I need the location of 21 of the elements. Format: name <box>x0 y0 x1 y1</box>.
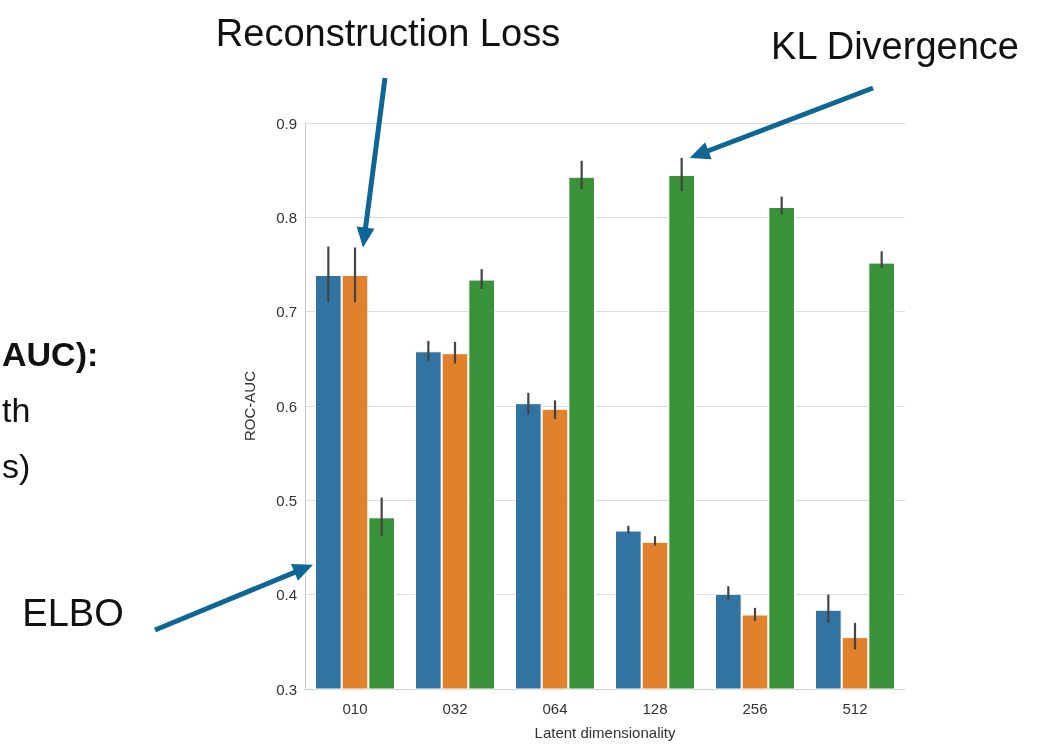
y-tick-label: 0.3 <box>276 680 297 698</box>
x-tick-label: 128 <box>642 700 668 717</box>
text: AUC): <box>2 335 99 374</box>
y-tick-label: 0.8 <box>276 208 297 226</box>
y-tick-label: 0.7 <box>276 303 297 321</box>
text: Reconstruction Loss <box>215 12 561 55</box>
x-tick-label: 032 <box>442 700 468 717</box>
text: s) <box>2 447 31 486</box>
y-tick-label: 0.5 <box>276 491 297 509</box>
text: KL Divergence <box>771 25 1019 68</box>
x-tick-label: 064 <box>542 700 568 717</box>
y-tick-label: 0.4 <box>276 586 297 604</box>
x-tick-label: 512 <box>842 700 868 717</box>
y-axis-title: ROC-AUC <box>241 370 258 441</box>
y-tick-label: 0.9 <box>276 114 297 132</box>
x-tick-label: 010 <box>342 700 368 717</box>
text: th <box>2 391 31 430</box>
x-axis-title: Latent dimensionality <box>534 724 676 741</box>
x-tick-label: 256 <box>742 700 768 717</box>
y-tick-label: 0.6 <box>276 397 297 415</box>
text: ELBO <box>22 592 124 635</box>
